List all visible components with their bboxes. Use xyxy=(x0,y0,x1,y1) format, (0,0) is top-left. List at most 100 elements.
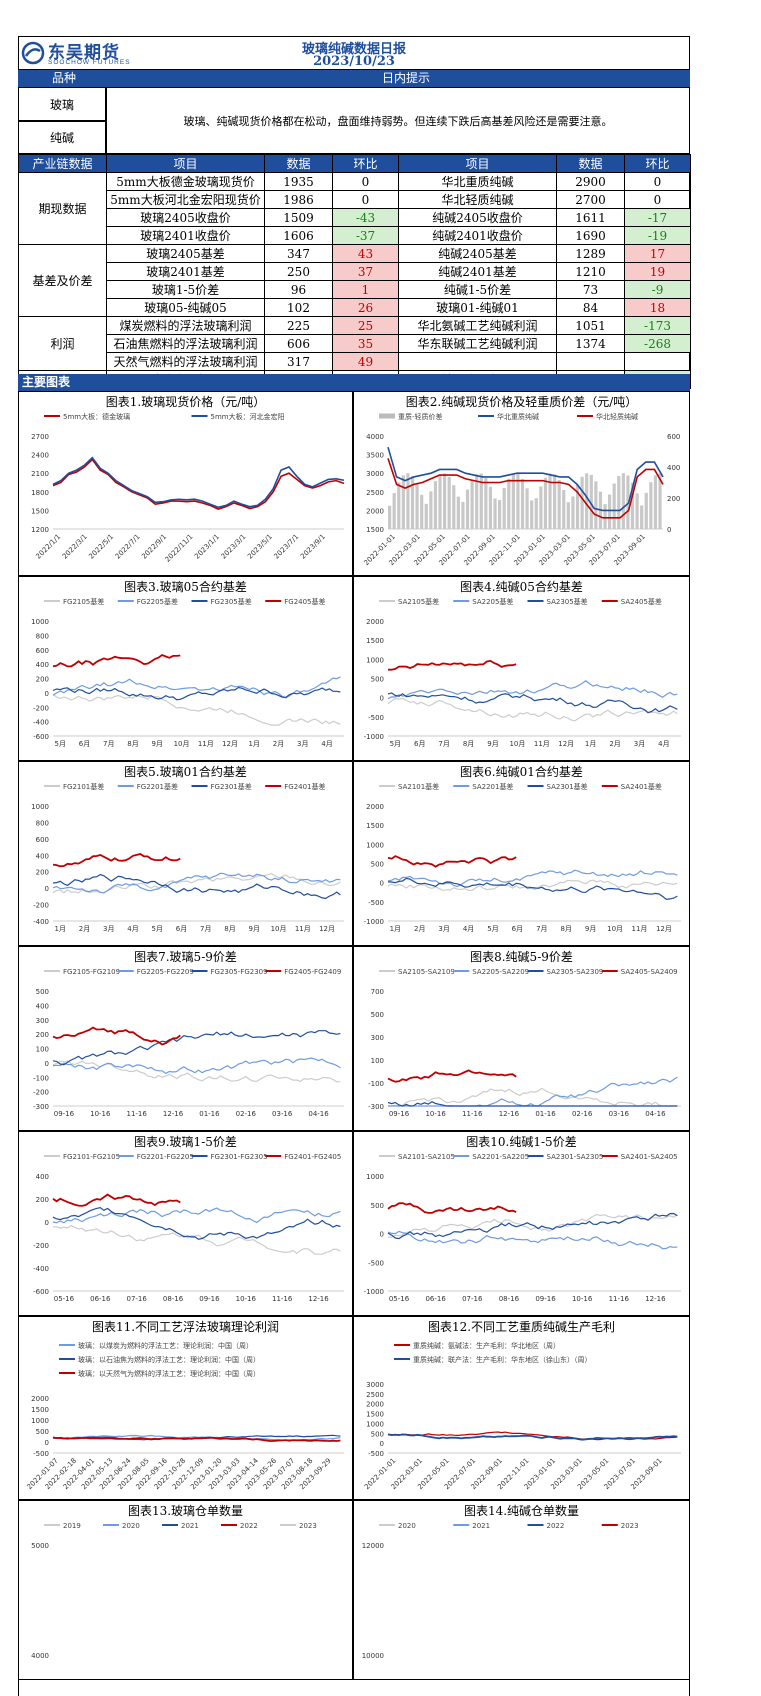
y-tick-label: 500 xyxy=(371,1202,384,1210)
x-tick-label: 5月 xyxy=(487,925,498,933)
table-cell-l: 煤炭燃料的浮法玻璃利润 xyxy=(106,316,265,335)
bar-mark xyxy=(392,493,396,529)
legend-label: FG2301-FG2305 xyxy=(211,1153,268,1161)
bar-mark xyxy=(603,504,607,529)
table-cell-lc: 1 xyxy=(332,280,399,299)
y-tick-label: 700 xyxy=(371,988,384,996)
series-line xyxy=(52,1436,341,1443)
y-tick-label: 200 xyxy=(36,869,49,877)
chart-svg: SA2101基差 SA2201基差 SA2301基差 SA2401基差 2000 1500… xyxy=(364,782,681,933)
bar-mark xyxy=(424,503,428,529)
y2-tick-label: 200 xyxy=(667,495,680,503)
table-cell-l: 玻璃2405收盘价 xyxy=(106,208,265,227)
report-title: 玻璃纯碱数据日报 xyxy=(301,42,406,57)
series-line xyxy=(52,1224,341,1255)
chart-12: 图表12.不同工艺重质纯碱生产毛利 重质纯碱：氨碱法：生产毛利：华北地区（周） 重质… xyxy=(353,1316,690,1500)
x-tick-label: 9月 xyxy=(152,740,163,748)
table-header-6: 环比 xyxy=(624,154,691,173)
table-cell-l: 玻璃2401基差 xyxy=(106,262,265,281)
x-tick-label: 09-16 xyxy=(389,1110,410,1118)
table-row: 玻璃1-5价差 96 1 纯碱1-5价差 73 -9 xyxy=(19,280,691,299)
series-line xyxy=(52,873,341,900)
table-cell-rc: 0 xyxy=(624,190,691,209)
x-tick-label: 01-16 xyxy=(199,1110,220,1118)
chart-title: 图表1.玻璃现货价格（元/吨） xyxy=(105,395,266,409)
table-cell-r: 纯碱2401基差 xyxy=(398,262,557,281)
chart-title: 图表8.纯碱5-9价差 xyxy=(470,950,573,964)
bar-mark xyxy=(562,489,566,529)
table-cell-rc: -268 xyxy=(624,334,691,353)
bar-mark xyxy=(406,473,410,529)
x-tick-label: 2022/1/1 xyxy=(34,533,62,561)
bar-mark xyxy=(630,482,635,529)
brand-subname: SOOCHOW FUTURES xyxy=(48,59,131,66)
y-tick-label: 5000 xyxy=(31,1542,49,1550)
table-cell-lv: 347 xyxy=(264,244,333,263)
table-cell-r: 纯碱2405基差 xyxy=(398,244,557,263)
table-cell-lc: 25 xyxy=(332,316,399,335)
x-tick-label: 10-16 xyxy=(425,1110,446,1118)
x-tick-label: 05-16 xyxy=(54,1295,75,1303)
table-cell-lv: 1935 xyxy=(264,172,333,191)
chart-title: 图表7.玻璃5-9价差 xyxy=(134,950,237,964)
y-tick-label: 1500 xyxy=(366,526,384,534)
table-cell-l: 石油焦燃料的浮法玻璃利润 xyxy=(106,334,265,353)
x-tick-label: 10月 xyxy=(271,925,287,933)
legend-label: FG2205基差 xyxy=(137,597,178,606)
x-tick-label: 02-16 xyxy=(572,1110,593,1118)
y2-tick-label: 600 xyxy=(667,433,680,441)
table-cell-lv: 1509 xyxy=(264,208,333,227)
table-group: 基差及价差 xyxy=(18,244,107,317)
chart-6: 图表6.纯碱01合约基差 SA2101基差 SA2201基差 SA2301基差 SA24… xyxy=(353,761,690,946)
x-tick-label: 06-16 xyxy=(425,1295,446,1303)
table-cell-rv: 1210 xyxy=(556,262,625,281)
x-tick-label: 4月 xyxy=(463,925,474,933)
y-tick-label: 300 xyxy=(371,1034,384,1042)
series-line xyxy=(387,855,517,868)
legend-label: 2020 xyxy=(398,1522,416,1530)
y-tick-label: 2000 xyxy=(366,803,384,811)
table-row: 基差及价差 玻璃2405基差 347 43 纯碱2405基差 1289 17 xyxy=(18,244,691,317)
table-cell-lv: 102 xyxy=(264,298,333,317)
y-tick-label: 2700 xyxy=(31,433,49,441)
bar-mark xyxy=(461,501,465,529)
y-tick-label: 12000 xyxy=(362,1542,384,1550)
table-cell-rc: 19 xyxy=(624,262,691,281)
table-cell-l: 玻璃1-5价差 xyxy=(106,280,265,299)
y-tick-label: 1800 xyxy=(31,489,49,497)
table-row: 玻璃2401基差 250 37 纯碱2401基差 1210 19 xyxy=(19,262,691,281)
y-tick-label: -200 xyxy=(33,704,49,712)
y-tick-label: 200 xyxy=(36,1031,49,1039)
legend-label: SA2105-SA2109 xyxy=(398,968,455,976)
bar-mark xyxy=(608,494,612,529)
x-tick-label: 6月 xyxy=(414,740,425,748)
y-tick-label: -200 xyxy=(33,902,49,910)
x-tick-label: 06-16 xyxy=(90,1295,111,1303)
legend-label: SA2405-SA2409 xyxy=(621,968,678,976)
legend-label: 玻璃：以煤炭为燃料的浮法工艺：理论利润：中国（周） xyxy=(78,1341,253,1350)
series-line xyxy=(387,1069,517,1083)
y-tick-label: 300 xyxy=(36,1017,49,1025)
y-tick-label: 500 xyxy=(371,1011,384,1019)
x-tick-label: 07-16 xyxy=(462,1295,483,1303)
series-line xyxy=(387,692,678,714)
table-cell-lc: 43 xyxy=(332,244,399,263)
chart-svg: SA2105-SA2109 SA2205-SA2209 SA2305-SA2309 S… xyxy=(368,968,681,1118)
table-cell-lv: 606 xyxy=(264,334,333,353)
y-tick-label: -500 xyxy=(368,1450,384,1458)
tips-row-glass: 玻璃 xyxy=(18,87,106,121)
legend-label: SA2401基差 xyxy=(621,782,662,791)
y2-tick-label: 400 xyxy=(667,464,680,472)
y-tick-label: 1000 xyxy=(366,1420,384,1428)
y-tick-label: 1500 xyxy=(31,507,49,515)
x-tick-label: 5月 xyxy=(152,925,163,933)
y-tick-label: -400 xyxy=(33,1265,49,1273)
table-cell-l: 5mm大板德金玻璃现货价 xyxy=(106,172,265,191)
legend-label: FG2305-FG2309 xyxy=(211,968,268,976)
x-tick-label: 03-16 xyxy=(272,1110,293,1118)
legend-label: 2023 xyxy=(299,1522,317,1530)
bar-mark xyxy=(644,492,648,529)
bar-mark xyxy=(525,488,529,529)
series-line xyxy=(387,1230,678,1250)
series-line xyxy=(52,1207,341,1240)
